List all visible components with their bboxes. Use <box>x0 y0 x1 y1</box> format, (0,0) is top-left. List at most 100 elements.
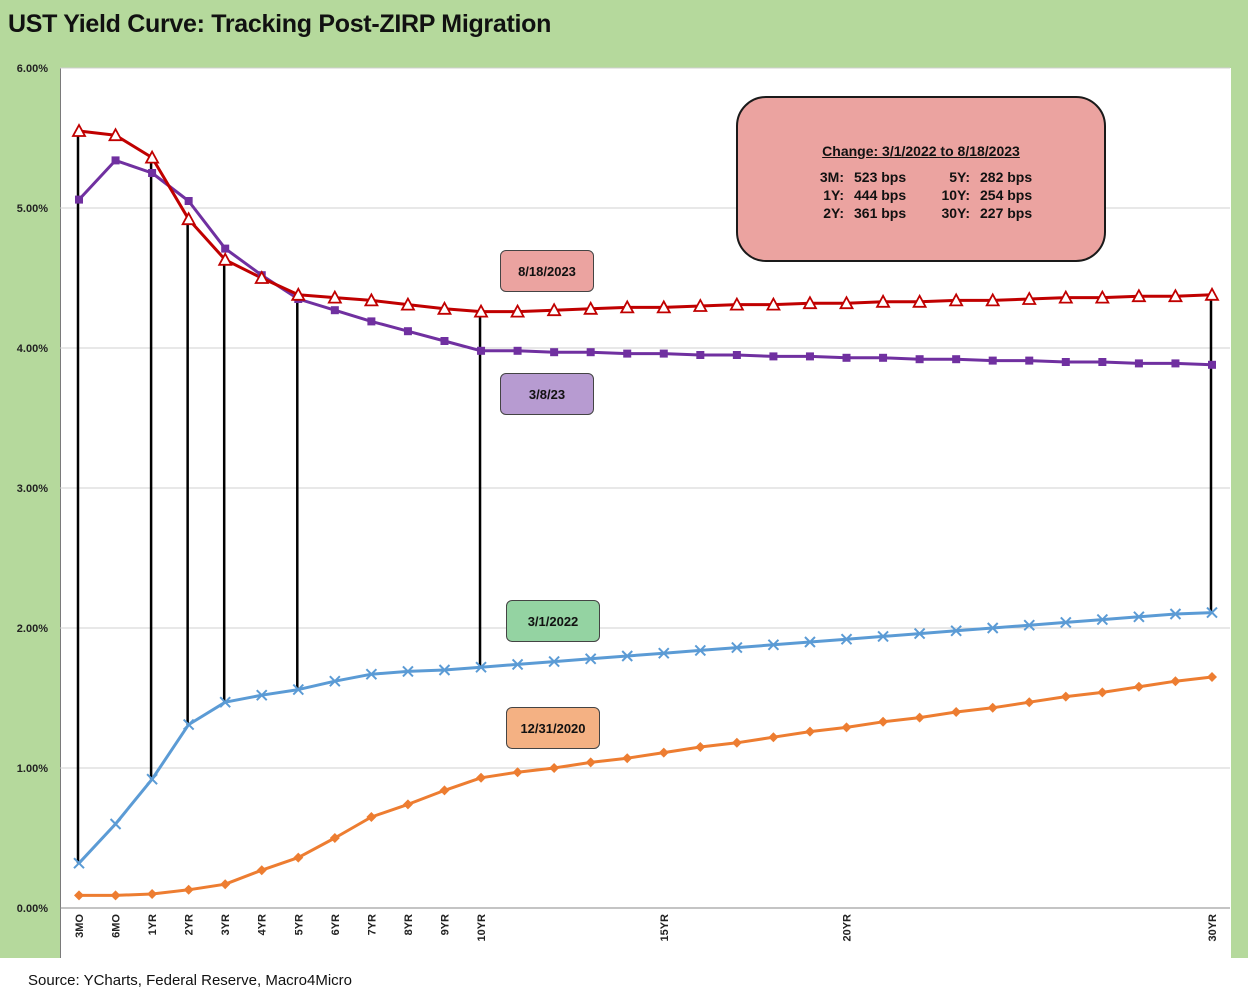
data-point <box>767 639 780 651</box>
data-point <box>1058 289 1074 304</box>
data-point <box>256 689 268 701</box>
data-point <box>438 664 451 676</box>
data-point <box>988 356 997 365</box>
data-point <box>549 763 560 773</box>
data-point <box>511 658 524 671</box>
x-tick-label: 1YR <box>147 914 159 935</box>
data-point <box>1097 687 1108 698</box>
data-point <box>254 270 270 284</box>
change-row-1y: 1Y: 444 bps <box>823 187 907 203</box>
data-point <box>1134 359 1143 368</box>
data-point <box>1023 619 1035 631</box>
x-tick-label: 7YR <box>366 914 378 935</box>
data-point <box>619 299 635 314</box>
x-tick-label: 15YR <box>659 914 671 942</box>
data-point <box>1021 291 1037 305</box>
data-point <box>1131 288 1147 303</box>
data-point <box>1167 288 1183 303</box>
data-point <box>731 737 742 748</box>
data-point <box>1170 676 1181 687</box>
y-tick-label: 4.00% <box>17 343 48 355</box>
data-point <box>402 799 413 810</box>
data-point <box>400 296 416 311</box>
data-point <box>109 818 122 830</box>
data-point <box>622 753 633 764</box>
change-summary-title: Change: 3/1/2022 to 8/18/2023 <box>822 143 1020 159</box>
data-point <box>403 327 412 336</box>
data-point <box>327 289 343 304</box>
data-point <box>330 306 339 315</box>
data-point <box>1133 611 1145 623</box>
data-point <box>184 197 193 205</box>
data-point <box>585 757 596 768</box>
data-point <box>71 123 87 137</box>
data-point <box>621 650 633 662</box>
data-point <box>1206 606 1218 619</box>
change-row-30y: 30Y: 227 bps <box>941 205 1033 221</box>
data-point <box>182 718 195 731</box>
data-point <box>513 346 522 355</box>
data-point <box>473 303 489 318</box>
data-point <box>950 625 962 637</box>
data-point <box>329 675 341 687</box>
data-point <box>878 716 889 727</box>
data-point <box>181 211 197 226</box>
data-point <box>583 300 599 315</box>
data-point <box>1060 616 1072 629</box>
y-tick-label: 0.00% <box>17 903 48 915</box>
data-point <box>804 726 815 737</box>
data-point <box>75 195 83 204</box>
x-tick-label: 10YR <box>476 914 488 942</box>
data-point <box>219 696 231 708</box>
data-point <box>148 169 157 177</box>
data-point <box>1060 691 1071 702</box>
data-point <box>144 149 160 164</box>
data-point <box>1061 358 1070 366</box>
data-point <box>692 298 708 312</box>
data-point <box>1208 360 1216 369</box>
data-point <box>1169 608 1182 620</box>
data-point <box>220 879 231 890</box>
data-point <box>952 355 961 364</box>
data-point <box>912 293 928 308</box>
series-label-2023-08-18: 8/18/2023 <box>500 250 594 292</box>
data-point <box>510 303 526 318</box>
data-point <box>987 702 998 713</box>
data-point <box>476 772 487 783</box>
data-point <box>367 317 376 326</box>
data-point <box>695 742 706 752</box>
y-tick-label: 1.00% <box>17 763 48 775</box>
data-point <box>256 865 267 876</box>
y-tick-label: 3.00% <box>17 483 48 495</box>
data-point <box>221 244 230 253</box>
data-point <box>731 641 743 654</box>
series-label-2022-03-01: 3/1/2022 <box>506 600 600 642</box>
change-row-3m: 3M: 523 bps <box>819 169 907 185</box>
data-point <box>1096 613 1109 626</box>
data-point <box>879 353 888 362</box>
data-point <box>293 852 304 863</box>
series-label-2023-03-08: 3/8/23 <box>500 373 594 415</box>
data-point <box>1171 359 1180 368</box>
data-point <box>1207 672 1217 682</box>
data-point <box>729 296 745 311</box>
data-point <box>694 644 707 657</box>
data-point <box>877 630 889 643</box>
x-tick-label: 6YR <box>330 914 342 935</box>
data-point <box>546 302 562 317</box>
data-point <box>951 707 962 717</box>
data-point <box>108 127 124 142</box>
data-point <box>586 348 595 357</box>
data-point <box>623 349 632 358</box>
data-point <box>439 785 450 796</box>
data-point <box>804 636 816 648</box>
data-point <box>842 353 851 362</box>
data-point <box>1094 289 1110 304</box>
series-line <box>79 675 1213 897</box>
x-tick-label: 4YR <box>257 914 269 935</box>
y-tick-label: 5.00% <box>17 203 48 215</box>
data-point <box>839 295 855 310</box>
data-point <box>658 647 670 659</box>
data-point <box>363 292 379 307</box>
data-point <box>914 712 925 723</box>
